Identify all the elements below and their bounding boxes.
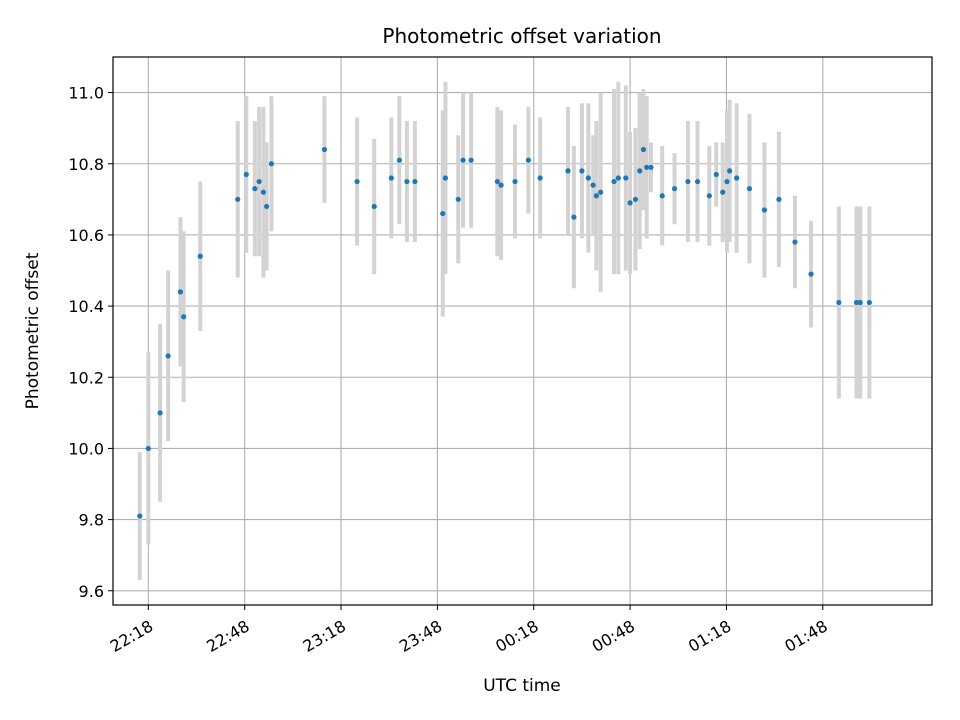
data-point [388, 175, 394, 181]
data-point [442, 175, 449, 181]
data-point [354, 178, 360, 185]
data-point [685, 178, 691, 185]
data-point [565, 168, 571, 174]
data-point [640, 146, 647, 153]
y-tick-label: 10.4 [68, 297, 104, 316]
data-point [598, 189, 604, 195]
x-tick-label: 23:48 [396, 616, 445, 656]
data-point [637, 168, 643, 174]
data-point [853, 299, 860, 306]
data-point [808, 271, 814, 277]
x-axis-ticks: 22:18 22:48 23:18 23:48 00:18 00:48 01:18 01:48 [107, 605, 831, 656]
data-point [627, 200, 633, 206]
y-axis-ticks: 9.6 9.8 10.0 10.2 10.4 10.6 10.8 11.0 [68, 84, 113, 601]
error-bars [137, 81, 872, 581]
data-point [615, 175, 621, 181]
data-point [264, 203, 270, 210]
data-point [836, 299, 842, 306]
data-point [512, 178, 518, 185]
data-point [579, 168, 585, 174]
y-tick-label: 9.8 [79, 511, 104, 530]
y-axis-title: Photometric offset [23, 252, 43, 409]
data-point [671, 186, 678, 192]
data-point [713, 171, 719, 178]
data-point [648, 164, 654, 170]
y-tick-label: 9.6 [79, 582, 104, 601]
data-point [632, 196, 639, 202]
data-point [623, 175, 629, 181]
x-tick-label: 01:18 [685, 616, 734, 656]
data-point [734, 175, 740, 181]
data-point [460, 157, 466, 163]
data-point [137, 513, 143, 519]
data-point [268, 161, 275, 167]
x-tick-label: 22:48 [203, 616, 252, 656]
plot-frame [112, 56, 933, 606]
data-point [145, 445, 151, 452]
data-point [746, 186, 753, 192]
data-point [260, 189, 267, 195]
y-tick-label: 10.6 [68, 226, 104, 245]
data-point [396, 157, 402, 163]
data-point [468, 157, 474, 163]
data-point [371, 203, 377, 210]
data-point [761, 207, 768, 213]
data-point [177, 289, 184, 295]
data-point [792, 239, 798, 245]
chart-title: Photometric offset variation [382, 24, 661, 48]
data-point [455, 196, 461, 202]
data-point [694, 178, 701, 185]
data-point [659, 193, 665, 199]
data-point [197, 253, 203, 259]
data-points [137, 146, 872, 519]
data-point [776, 196, 782, 202]
data-point [235, 196, 241, 202]
data-point [165, 353, 171, 359]
data-point [525, 157, 531, 163]
data-point [157, 410, 163, 416]
data-point [585, 175, 591, 181]
data-point [590, 182, 596, 188]
x-tick-label: 00:18 [492, 616, 541, 656]
data-point [321, 146, 328, 153]
data-point [593, 193, 599, 199]
x-tick-label: 22:18 [107, 616, 156, 656]
data-point [857, 299, 863, 306]
data-point [571, 214, 577, 220]
x-axis-title: UTC time [483, 676, 561, 696]
data-point [611, 178, 617, 185]
data-point [181, 314, 187, 320]
data-point [724, 178, 730, 185]
data-point [706, 193, 712, 199]
data-point [727, 168, 733, 174]
data-point [243, 171, 249, 178]
data-point [256, 178, 262, 185]
data-point [537, 175, 543, 181]
data-point [866, 299, 872, 306]
y-tick-label: 10.8 [68, 155, 104, 174]
data-point [440, 210, 446, 217]
y-tick-label: 10.2 [68, 368, 104, 387]
data-point [720, 189, 726, 195]
data-point [644, 164, 650, 170]
data-point [404, 178, 410, 185]
data-point [252, 186, 258, 192]
x-tick-label: 01:48 [781, 616, 830, 656]
data-point [494, 178, 500, 185]
x-tick-label: 00:48 [589, 616, 638, 656]
x-tick-label: 23:18 [300, 616, 349, 656]
y-tick-label: 10.0 [68, 439, 104, 458]
data-point [412, 178, 418, 185]
data-point [498, 182, 504, 188]
y-tick-label: 11.0 [68, 84, 104, 103]
